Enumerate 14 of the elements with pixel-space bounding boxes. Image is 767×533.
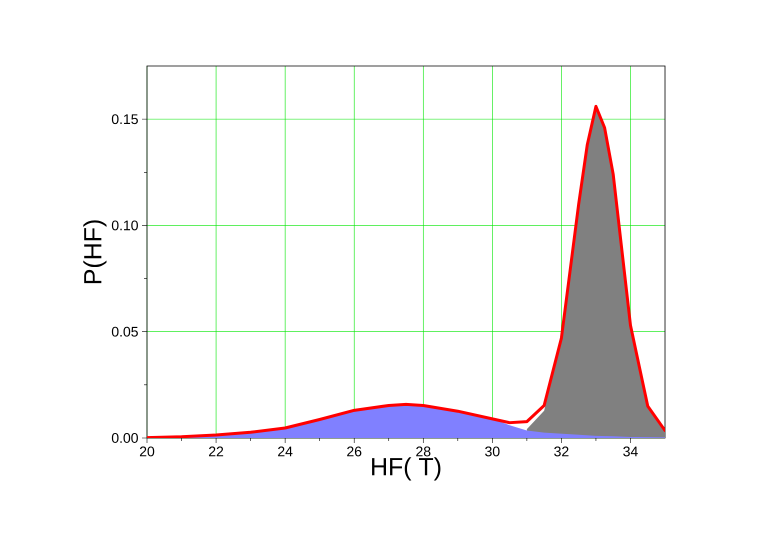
x-tick-label: 26 <box>347 446 362 456</box>
y-tick-label: 0.15 <box>112 114 138 124</box>
y-axis-title: P(HF) <box>83 220 106 284</box>
y-tick-label: 0.05 <box>112 326 138 337</box>
x-tick-label: 34 <box>623 446 638 456</box>
x-tick-label: 22 <box>209 446 224 456</box>
y-tick-label: 0.00 <box>112 433 138 443</box>
x-tick-label: 20 <box>140 446 154 456</box>
x-axis-title: HF( T) <box>372 457 440 480</box>
x-tick-label: 24 <box>278 446 292 456</box>
x-tick-label: 32 <box>554 446 568 456</box>
x-tick-label: 30 <box>485 446 500 456</box>
x-tick-label: 28 <box>416 446 430 456</box>
y-tick-label: 0.10 <box>112 220 138 230</box>
